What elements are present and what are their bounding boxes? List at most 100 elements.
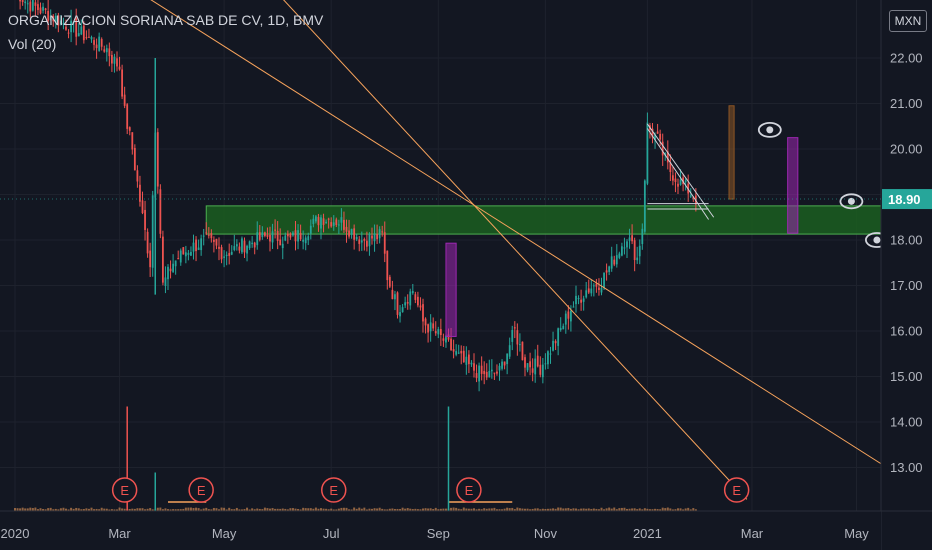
volume-bar: [692, 508, 695, 511]
candle: [669, 162, 672, 173]
candle: [37, 4, 39, 11]
earnings-marker[interactable]: E: [456, 477, 482, 503]
time-tick-label: May: [844, 526, 869, 541]
volume-bar: [85, 508, 88, 511]
volume-bar: [47, 508, 50, 511]
earnings-marker[interactable]: E: [188, 477, 214, 503]
candle: [271, 231, 274, 243]
volume-bar: [195, 507, 198, 511]
earnings-label: E: [329, 483, 338, 498]
volume-bar: [297, 508, 300, 511]
earnings-marker[interactable]: E: [723, 477, 750, 503]
volume-bar: [314, 507, 317, 511]
volume-bar: [654, 508, 657, 511]
candle: [539, 364, 542, 375]
candle: [490, 369, 493, 372]
volume-bar: [439, 508, 442, 511]
candle: [429, 322, 432, 332]
volume-bar: [651, 509, 654, 511]
volume-bar: [93, 509, 96, 511]
candle: [264, 232, 266, 236]
volume-bar: [330, 508, 333, 511]
volume-bar: [562, 508, 565, 511]
volume-bar: [526, 508, 529, 511]
candle: [131, 132, 134, 150]
volume-bar: [381, 508, 384, 511]
volume-bar: [580, 508, 583, 511]
earnings-marker[interactable]: E: [321, 477, 347, 503]
candle: [39, 7, 42, 14]
candle: [531, 368, 534, 373]
candle: [677, 183, 679, 187]
candle: [207, 234, 210, 236]
candle: [54, 15, 57, 23]
price-tick-label: 16.00: [890, 324, 923, 339]
candle: [57, 15, 60, 26]
volume-bar: [480, 509, 483, 511]
candle: [304, 237, 307, 244]
earnings-marker[interactable]: E: [111, 477, 138, 503]
candle: [88, 36, 90, 38]
candle: [366, 240, 368, 247]
eye-outline: [757, 121, 782, 138]
candle: [524, 357, 526, 368]
candle: [169, 268, 172, 272]
candle: [29, 1, 32, 12]
candle: [478, 365, 480, 382]
volume-bar: [462, 507, 465, 511]
candle: [350, 228, 353, 235]
candle: [376, 234, 378, 240]
volume-bar: [192, 508, 195, 511]
volume-bar: [684, 508, 687, 511]
candle: [450, 338, 452, 350]
candle: [269, 234, 271, 242]
volume-bar: [184, 507, 187, 511]
candle: [475, 373, 478, 379]
candle: [77, 33, 80, 37]
volume-bar: [590, 508, 593, 511]
volume-bar: [587, 508, 590, 511]
candle: [184, 252, 187, 257]
candle: [49, 15, 52, 20]
currency-button[interactable]: MXN: [889, 10, 927, 32]
candle: [345, 226, 348, 232]
candle: [312, 218, 315, 224]
candle: [72, 21, 75, 23]
eye-icon: [757, 121, 782, 138]
candle: [286, 233, 289, 237]
volume-bar: [16, 508, 19, 511]
candle: [603, 272, 605, 289]
volume-bar: [269, 508, 271, 511]
volume-bar: [118, 507, 121, 511]
eye-pupil: [766, 126, 774, 134]
candle: [455, 351, 458, 355]
price-tick-label: 22.00: [890, 51, 923, 66]
volume-bar: [266, 508, 269, 511]
trendline: [646, 123, 715, 218]
volume-bar: [274, 508, 277, 511]
candle: [485, 371, 488, 378]
volume-bar: [365, 509, 368, 511]
candle: [409, 291, 412, 306]
candle: [679, 179, 682, 185]
time-tick-label: 2020: [1, 526, 30, 541]
volume-bar: [90, 507, 93, 511]
candle: [317, 217, 320, 226]
volume-bar: [416, 509, 419, 511]
candle: [139, 184, 141, 202]
price-tick-label: 15.00: [890, 369, 923, 384]
volume-bar: [350, 509, 353, 511]
candle: [447, 334, 450, 340]
volume-bar: [406, 508, 409, 511]
volume-bar: [19, 508, 22, 511]
candle: [575, 295, 577, 305]
volume-bar: [159, 507, 162, 511]
volume-bar: [498, 509, 501, 511]
volume-bar: [121, 508, 124, 511]
volume-bar: [518, 508, 521, 511]
volume-bar: [396, 508, 399, 511]
volume-bar: [189, 507, 192, 511]
volume-bar: [575, 508, 577, 511]
candle: [241, 238, 243, 253]
